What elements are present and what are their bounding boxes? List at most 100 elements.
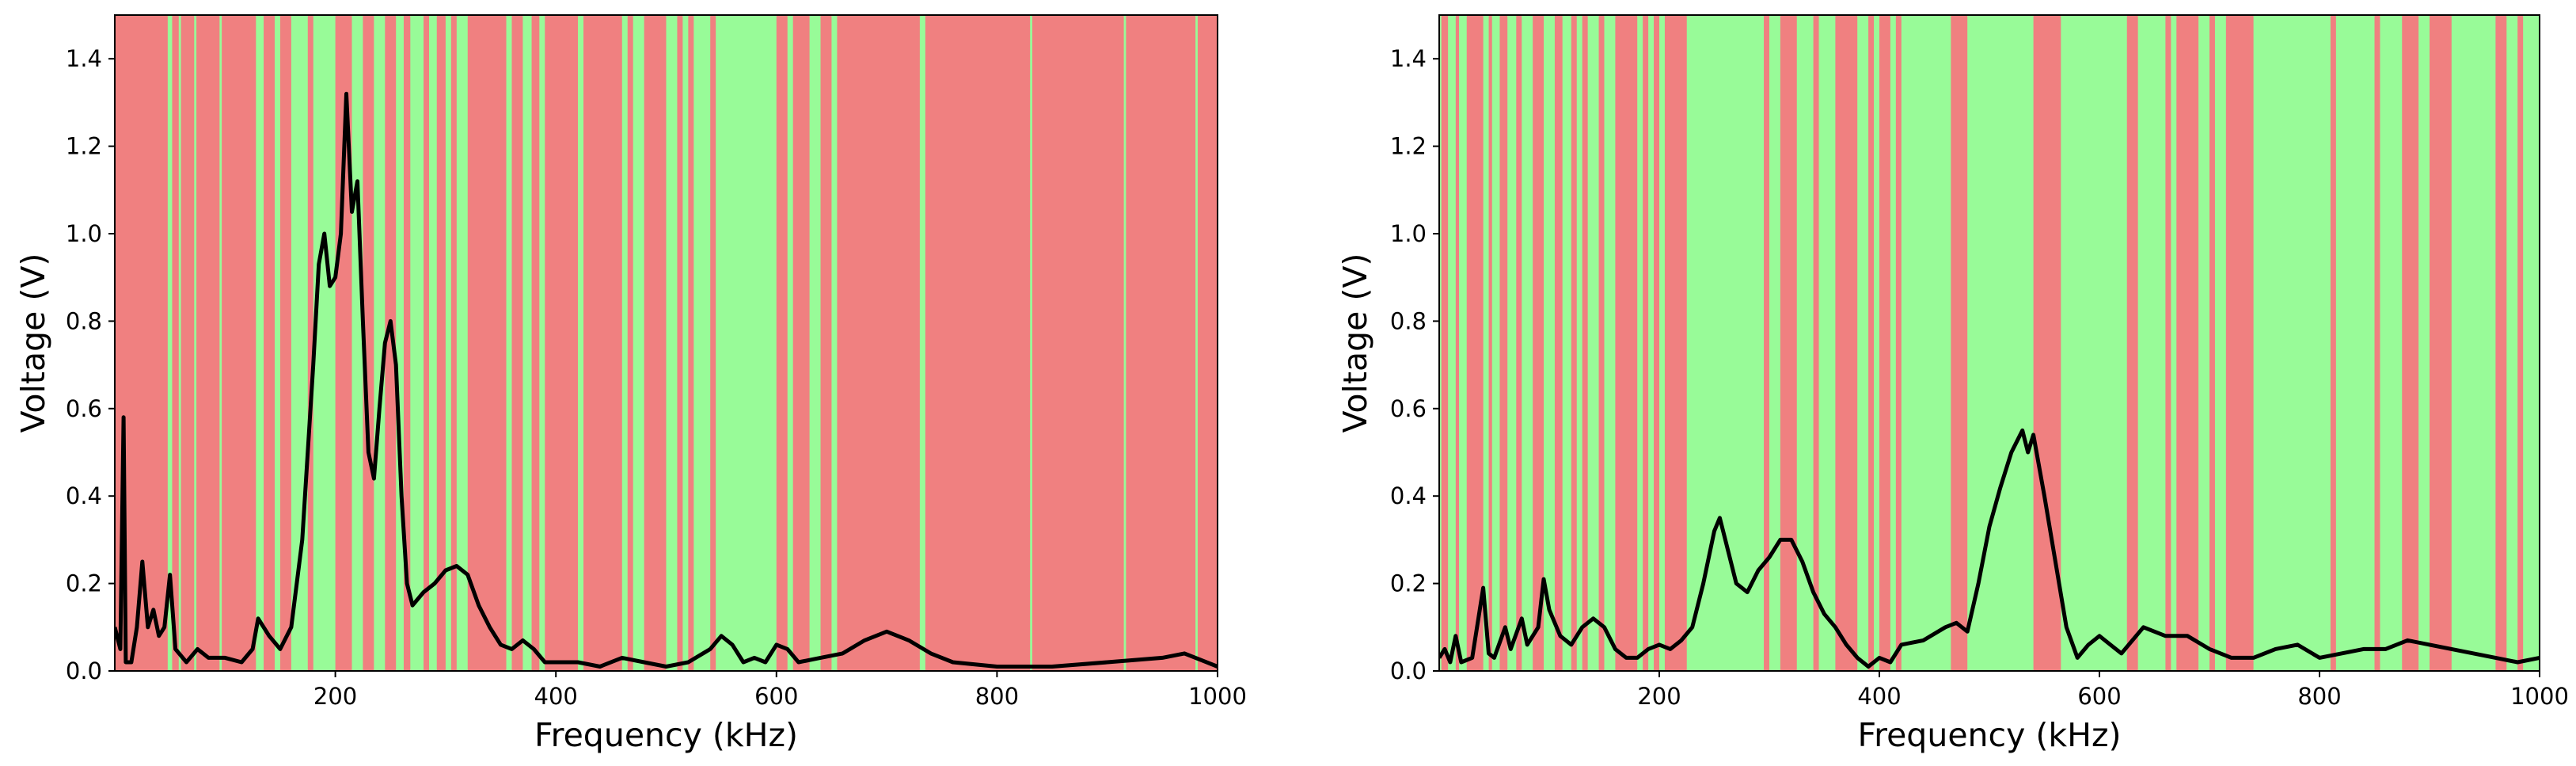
region — [787, 15, 793, 671]
region — [621, 15, 628, 671]
region — [506, 15, 512, 671]
region — [539, 15, 545, 671]
region — [1868, 15, 1875, 671]
region — [410, 15, 424, 671]
region — [374, 15, 386, 671]
region — [1554, 15, 1563, 671]
region — [396, 15, 404, 671]
x-axis-label: Frequency (kHz) — [1858, 716, 2122, 754]
region — [178, 15, 181, 671]
y-tick-label: 0.8 — [66, 307, 102, 334]
x-tick-label: 200 — [1637, 683, 1681, 710]
region — [2165, 15, 2171, 671]
x-tick-label: 1000 — [1188, 683, 1247, 710]
x-tick-label: 1000 — [2510, 683, 2569, 710]
region — [1813, 15, 1819, 671]
region — [919, 15, 925, 671]
axes-frame — [114, 14, 1218, 672]
region — [1835, 15, 1858, 671]
region — [1615, 15, 1638, 671]
y-tick-label: 0.6 — [1390, 395, 1427, 422]
y-tick-label: 0.4 — [1390, 482, 1427, 509]
y-tick-label: 0.4 — [66, 482, 102, 509]
region — [1499, 15, 1508, 671]
region — [1455, 15, 1460, 671]
region — [2330, 15, 2336, 671]
region — [716, 15, 777, 671]
region — [2517, 15, 2524, 671]
data-line — [115, 91, 1218, 669]
region — [1895, 15, 1902, 671]
region — [1951, 15, 1968, 671]
y-axis-label: Voltage (V) — [1336, 253, 1374, 433]
regions — [167, 15, 1198, 671]
y-tick-label: 0.0 — [66, 657, 102, 684]
plot: 0.0 0.2 0.4 0.6 0.8 1.0 1.2 1.4 200 400 600 800 1000… — [14, 14, 1247, 754]
region — [1664, 15, 1687, 671]
region — [1466, 15, 1484, 671]
x-tick-label: 400 — [534, 683, 578, 710]
y-tick-label: 0.0 — [1390, 657, 1427, 684]
y-tick-label: 1.0 — [66, 220, 102, 247]
x-tick-label: 600 — [754, 683, 798, 710]
x-axis-label: Frequency (kHz) — [534, 716, 798, 754]
region — [194, 15, 197, 671]
region — [429, 15, 437, 671]
y-tick-label: 1.2 — [66, 133, 102, 160]
region — [1488, 15, 1492, 671]
y-tick-label: 1.4 — [66, 45, 102, 72]
region — [2430, 15, 2452, 671]
y-tick-label: 0.2 — [1390, 570, 1427, 597]
plot: 0.0 0.2 0.4 0.6 0.8 1.0 1.2 1.4 200 400 600 800 1000… — [1336, 14, 2569, 754]
y-tick-label: 1.2 — [1390, 133, 1427, 160]
region — [831, 15, 838, 671]
region — [1654, 15, 1659, 671]
region — [633, 15, 644, 671]
region — [2176, 15, 2199, 671]
region — [2209, 15, 2215, 671]
axes-frame — [1438, 14, 2540, 672]
region — [1516, 15, 1522, 671]
y-tick-label: 1.0 — [1390, 220, 1427, 247]
y-tick-label: 0.8 — [1390, 307, 1427, 334]
region — [256, 15, 264, 671]
region — [274, 15, 280, 671]
y-tick-label: 1.4 — [1390, 45, 1427, 72]
region — [1030, 15, 1032, 671]
region — [522, 15, 532, 671]
region — [445, 15, 451, 671]
region — [1195, 15, 1198, 671]
region — [456, 15, 468, 671]
region — [578, 15, 584, 671]
region — [1441, 15, 1449, 671]
region — [1571, 15, 1577, 671]
x-tick-label: 600 — [2077, 683, 2121, 710]
region — [313, 15, 336, 671]
region — [219, 15, 222, 671]
region — [351, 15, 363, 671]
region — [1643, 15, 1649, 671]
x-tick-label: 200 — [313, 683, 357, 710]
region — [1780, 15, 1797, 671]
region — [693, 15, 711, 671]
x-tick-label: 800 — [2297, 683, 2341, 710]
x-tick-label: 800 — [975, 683, 1019, 710]
region — [809, 15, 821, 671]
region — [1598, 15, 1605, 671]
region — [682, 15, 689, 671]
region — [1764, 15, 1769, 671]
region — [2126, 15, 2138, 671]
region — [1879, 15, 1890, 671]
region — [167, 15, 173, 671]
region — [1582, 15, 1588, 671]
region — [2374, 15, 2380, 671]
region — [666, 15, 678, 671]
y-tick-label: 0.2 — [66, 570, 102, 597]
y-tick-label: 0.6 — [66, 395, 102, 422]
data-line — [1439, 428, 2540, 669]
x-tick-label: 400 — [1857, 683, 1901, 710]
region — [2495, 15, 2507, 671]
region — [1533, 15, 1544, 671]
y-axis-label: Voltage (V) — [14, 253, 52, 433]
